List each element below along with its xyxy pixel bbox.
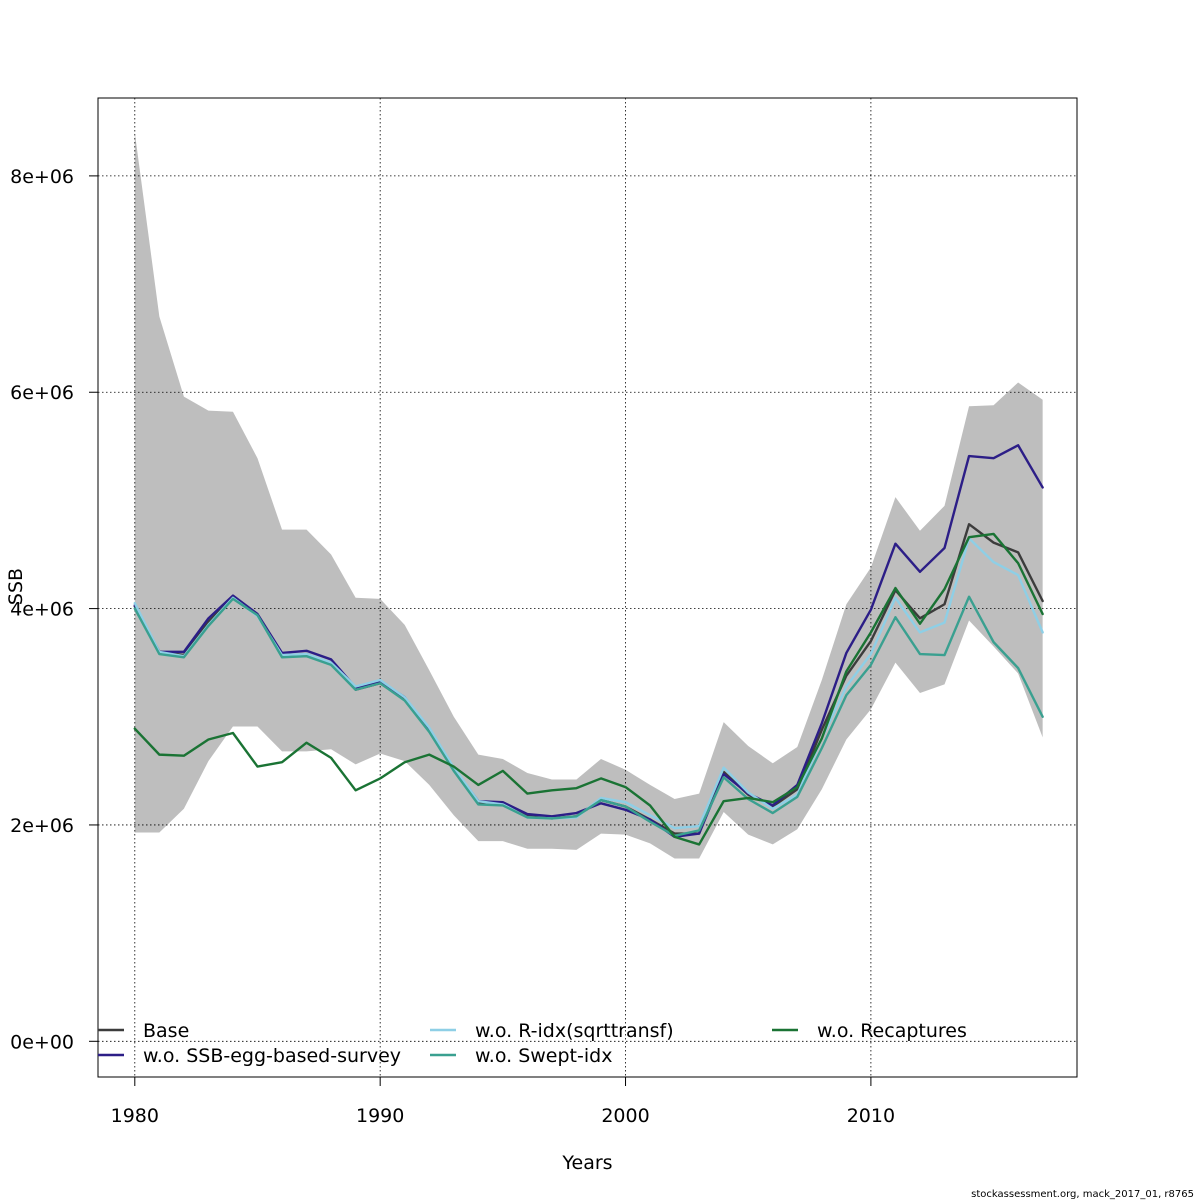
grid-layer: [98, 98, 1077, 1077]
legend: Base w.o. SSB-egg-based-survey w.o. R-idx(…: [98, 1020, 967, 1067]
plot-frame: [97, 97, 1078, 1078]
y-tick-label: 0e+00: [10, 1031, 74, 1053]
series-line-w-o-recaptures: [133, 532, 1044, 846]
y-tick-label: 6e+06: [10, 382, 74, 404]
legend-item: w.o. Swept-idx: [430, 1045, 612, 1067]
legend-item: w.o. SSB-egg-based-survey: [98, 1045, 401, 1067]
legend-item: Base: [98, 1020, 189, 1042]
x-tick-label: 2000: [601, 1105, 649, 1127]
legend-label: w.o. Recaptures: [817, 1020, 967, 1042]
y-tick-label: 8e+06: [10, 166, 74, 188]
x-tick-label: 2010: [847, 1105, 895, 1127]
footer-credit: stockassessment.org, mack_2017_01, r8765: [971, 1189, 1194, 1200]
y-axis-title: SSB: [5, 568, 27, 605]
legend-item: w.o. R-idx(sqrttransf): [430, 1020, 674, 1042]
x-tick-label: 1980: [111, 1105, 159, 1127]
confidence-band: [134, 132, 1043, 859]
legend-item: w.o. Recaptures: [772, 1020, 967, 1042]
series-layer: [133, 444, 1044, 846]
y-tick-label: 2e+06: [10, 815, 74, 837]
legend-label: Base: [143, 1020, 189, 1042]
x-axis-title: Years: [561, 1152, 612, 1174]
legend-label: w.o. SSB-egg-based-survey: [143, 1045, 401, 1067]
legend-label: w.o. Swept-idx: [475, 1045, 612, 1067]
legend-label: w.o. R-idx(sqrttransf): [475, 1020, 674, 1042]
y-tick-label: 4e+06: [10, 599, 74, 621]
x-tick-label: 1990: [356, 1105, 404, 1127]
axis-layer: 1980 1990 2000 2010 0e+00 2e+06 4e+06 6e+06 8e+0…: [10, 166, 895, 1127]
series-line-w-o-swept-idx: [133, 595, 1044, 837]
confidence-band-layer: [134, 132, 1043, 859]
